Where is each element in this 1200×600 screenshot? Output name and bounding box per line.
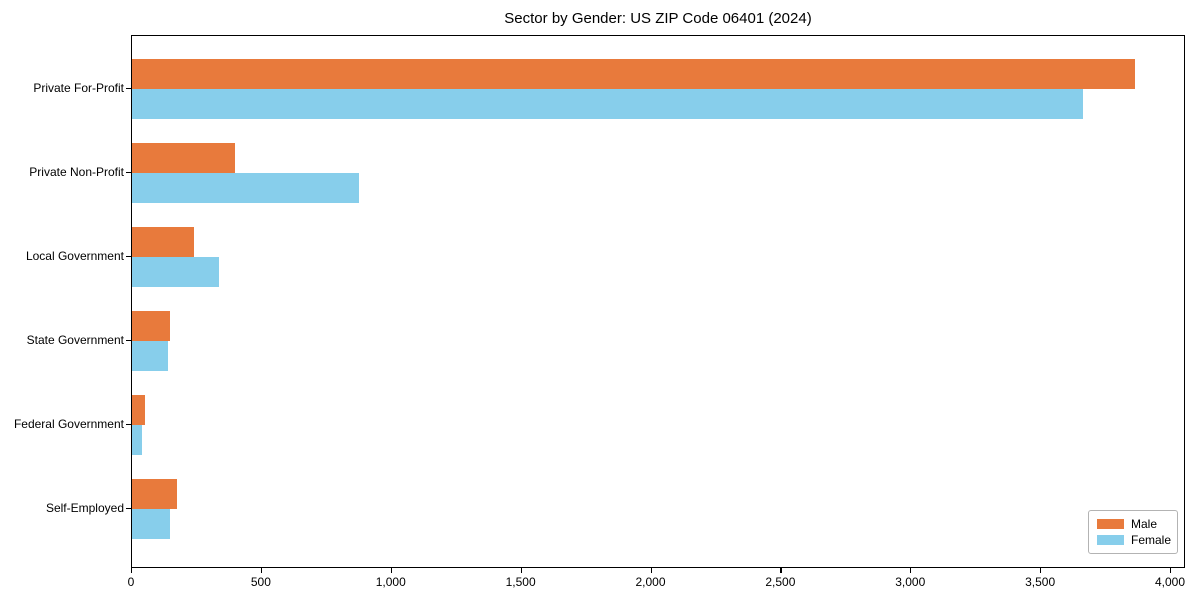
y-tick-mark (126, 424, 131, 426)
bar-female (132, 509, 170, 539)
x-tick-label: 2,000 (635, 575, 666, 589)
legend-entry-male: Male (1097, 516, 1169, 532)
x-tick-mark (131, 568, 133, 573)
x-tick-label: 3,000 (895, 575, 926, 589)
x-tick-label: 2,500 (765, 575, 796, 589)
male-swatch (1097, 519, 1124, 529)
legend-entry-female: Female (1097, 532, 1172, 548)
x-tick-label: 0 (127, 575, 135, 589)
plot-area (131, 35, 1185, 568)
legend-label-female: Female (1131, 533, 1172, 547)
bar-female (132, 89, 1083, 119)
x-tick-label: 1,000 (375, 575, 406, 589)
bar-male (132, 227, 194, 257)
bar-male (132, 479, 177, 509)
female-swatch (1097, 535, 1124, 545)
bar-female (132, 257, 219, 287)
bar-female (132, 173, 359, 203)
legend-label-male: Male (1131, 517, 1158, 531)
y-tick-label: State Government (26, 333, 124, 347)
x-tick-mark (1040, 568, 1042, 573)
bar-female (132, 425, 142, 455)
bar-male (132, 59, 1135, 89)
bar-female (132, 341, 168, 371)
y-tick-mark (126, 88, 131, 90)
x-tick-label: 500 (250, 575, 271, 589)
y-tick-mark (126, 256, 131, 258)
x-tick-label: 4,000 (1154, 575, 1186, 589)
bar-male (132, 143, 235, 173)
x-tick-mark (780, 568, 782, 573)
x-tick-label: 3,500 (1025, 575, 1056, 589)
y-tick-label: Self-Employed (45, 501, 124, 515)
x-tick-mark (260, 568, 263, 573)
y-tick-label: Local Government (25, 249, 124, 263)
x-tick-mark (650, 568, 652, 573)
x-tick-label: 1,500 (505, 575, 536, 589)
y-tick-label: Federal Government (13, 417, 124, 431)
y-tick-label: Private Non-Profit (29, 165, 124, 179)
y-tick-mark (126, 340, 131, 342)
bar-male (132, 395, 145, 425)
chart-title: Sector by Gender: US ZIP Code 06401 (202… (504, 10, 812, 27)
y-tick-mark (126, 508, 131, 510)
x-tick-mark (1170, 568, 1172, 573)
legend: Male Female (1088, 510, 1178, 554)
x-tick-mark (390, 568, 392, 573)
y-tick-label: Private For-Profit (33, 81, 124, 95)
x-tick-mark (910, 568, 912, 573)
y-tick-mark (126, 172, 131, 174)
x-tick-mark (520, 568, 522, 573)
bar-male (132, 311, 170, 341)
